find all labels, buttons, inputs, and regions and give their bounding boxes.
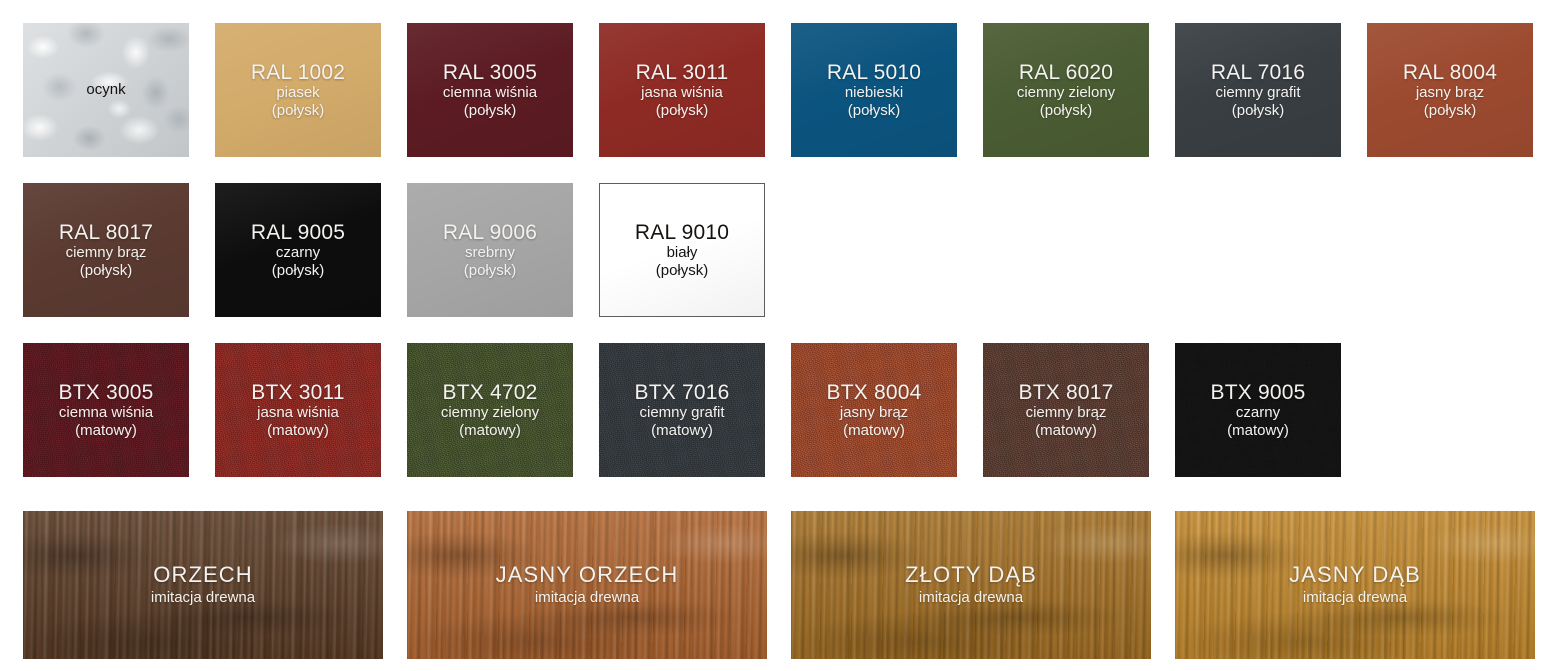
swatch-name: jasny brąz xyxy=(1415,84,1485,102)
swatch-name: imitacja drewna xyxy=(150,589,256,607)
swatch-finish: (połysk) xyxy=(271,101,325,119)
swatch-finish: (połysk) xyxy=(1039,101,1093,119)
swatch-name: ciemny brąz xyxy=(65,244,147,262)
swatch-ral-7016[interactable]: RAL 7016 ciemny grafit (połysk) xyxy=(1175,23,1341,157)
swatch-name: ciemny zielony xyxy=(1016,84,1116,102)
swatch-name: ciemna wiśnia xyxy=(58,404,154,422)
swatch-ral-8004[interactable]: RAL 8004 jasny brąz (połysk) xyxy=(1367,23,1533,157)
swatch-code: RAL 1002 xyxy=(250,60,346,84)
swatch-row-gloss-row-2: RAL 8017 ciemny brąz (połysk) RAL 9005 czarn… xyxy=(23,183,1555,317)
swatch-btx-8017[interactable]: BTX 8017 ciemny brąz (matowy) xyxy=(983,343,1149,477)
swatch-code: BTX 4702 xyxy=(442,380,538,404)
swatch-row-matte-row: BTX 3005 ciemna wiśnia (matowy) BTX 3011 jas… xyxy=(23,343,1555,477)
swatch-ral-5010[interactable]: RAL 5010 niebieski (połysk) xyxy=(791,23,957,157)
swatch-btx-3005[interactable]: BTX 3005 ciemna wiśnia (matowy) xyxy=(23,343,189,477)
swatch-ral-9005[interactable]: RAL 9005 czarny (połysk) xyxy=(215,183,381,317)
swatch-finish: (połysk) xyxy=(79,261,133,279)
swatch-finish: (matowy) xyxy=(75,421,137,439)
swatch-finish: (matowy) xyxy=(1035,421,1097,439)
swatch-name: ciemny zielony xyxy=(440,404,540,422)
swatch-name: imitacja drewna xyxy=(918,589,1024,607)
swatch-name: piasek xyxy=(276,84,320,102)
swatch-code: ORZECH xyxy=(153,561,253,587)
swatch-row-gloss-row-1: ocynk RAL 1002 piasek (połysk) RAL 3005 ciemn… xyxy=(23,23,1555,157)
swatch-code: RAL 6020 xyxy=(1018,60,1114,84)
swatch-name: czarny xyxy=(275,244,321,262)
swatch-złoty-dąb[interactable]: ZŁOTY DĄB imitacja drewna xyxy=(791,511,1151,659)
swatch-btx-7016[interactable]: BTX 7016 ciemny grafit (matowy) xyxy=(599,343,765,477)
swatch-btx-8004[interactable]: BTX 8004 jasny brąz (matowy) xyxy=(791,343,957,477)
swatch-finish: (połysk) xyxy=(463,101,517,119)
swatch-code: BTX 3005 xyxy=(58,380,154,404)
swatch-finish: (matowy) xyxy=(651,421,713,439)
swatch-finish: (matowy) xyxy=(459,421,521,439)
swatch-name: ocynk xyxy=(86,81,126,99)
swatch-code: RAL 5010 xyxy=(826,60,922,84)
swatch-btx-9005[interactable]: BTX 9005 czarny (matowy) xyxy=(1175,343,1341,477)
swatch-ral-9006[interactable]: RAL 9006 srebrny (połysk) xyxy=(407,183,573,317)
swatch-name: niebieski xyxy=(844,84,904,102)
swatch-finish: (matowy) xyxy=(267,421,329,439)
swatch-name: jasny brąz xyxy=(839,404,909,422)
swatch-code: JASNY ORZECH xyxy=(495,561,679,587)
swatch-finish: (połysk) xyxy=(463,261,517,279)
swatch-name: ciemny grafit xyxy=(1215,84,1301,102)
swatch-name: imitacja drewna xyxy=(1302,589,1408,607)
swatch-code: BTX 7016 xyxy=(634,380,730,404)
swatch-finish: (połysk) xyxy=(1423,101,1477,119)
swatch-orzech[interactable]: ORZECH imitacja drewna xyxy=(23,511,383,659)
swatch-ral-8017[interactable]: RAL 8017 ciemny brąz (połysk) xyxy=(23,183,189,317)
swatch-ral-3011[interactable]: RAL 3011 jasna wiśnia (połysk) xyxy=(599,23,765,157)
swatch-jasny-dąb[interactable]: JASNY DĄB imitacja drewna xyxy=(1175,511,1535,659)
swatch-name: czarny xyxy=(1235,404,1281,422)
swatch-code: RAL 9005 xyxy=(250,220,346,244)
swatch-name: ciemna wiśnia xyxy=(442,84,538,102)
swatch-name: biały xyxy=(666,244,698,262)
swatch-ocynk[interactable]: ocynk xyxy=(23,23,189,157)
swatch-finish: (połysk) xyxy=(655,101,709,119)
swatch-finish: (połysk) xyxy=(847,101,901,119)
swatch-finish: (matowy) xyxy=(1227,421,1289,439)
swatch-jasny-orzech[interactable]: JASNY ORZECH imitacja drewna xyxy=(407,511,767,659)
swatch-ral-6020[interactable]: RAL 6020 ciemny zielony (połysk) xyxy=(983,23,1149,157)
swatch-ral-1002[interactable]: RAL 1002 piasek (połysk) xyxy=(215,23,381,157)
swatch-code: BTX 3011 xyxy=(251,380,345,404)
swatch-code: BTX 8017 xyxy=(1018,380,1114,404)
swatch-code: RAL 7016 xyxy=(1210,60,1306,84)
swatch-ral-9010[interactable]: RAL 9010 biały (połysk) xyxy=(599,183,765,317)
swatch-finish: (połysk) xyxy=(1231,101,1285,119)
swatch-row-wood-row: ORZECH imitacja drewna JASNY ORZECH imitacj… xyxy=(23,511,1555,659)
swatch-name: imitacja drewna xyxy=(534,589,640,607)
swatch-code: ZŁOTY DĄB xyxy=(905,561,1037,587)
swatch-name: jasna wiśnia xyxy=(257,404,339,422)
swatch-code: RAL 3005 xyxy=(442,60,538,84)
swatch-code: RAL 9010 xyxy=(634,220,730,244)
swatch-btx-4702[interactable]: BTX 4702 ciemny zielony (matowy) xyxy=(407,343,573,477)
swatch-code: RAL 8017 xyxy=(58,220,154,244)
swatch-finish: (połysk) xyxy=(271,261,325,279)
swatch-btx-3011[interactable]: BTX 3011 jasna wiśnia (matowy) xyxy=(215,343,381,477)
swatch-code: RAL 8004 xyxy=(1402,60,1498,84)
swatch-name: srebrny xyxy=(464,244,516,262)
swatch-code: RAL 3011 xyxy=(635,60,729,84)
swatch-name: jasna wiśnia xyxy=(641,84,723,102)
swatch-ral-3005[interactable]: RAL 3005 ciemna wiśnia (połysk) xyxy=(407,23,573,157)
swatch-code: RAL 9006 xyxy=(442,220,538,244)
swatch-finish: (matowy) xyxy=(843,421,905,439)
swatch-name: ciemny grafit xyxy=(639,404,725,422)
swatch-code: JASNY DĄB xyxy=(1289,561,1421,587)
swatch-code: BTX 9005 xyxy=(1210,380,1306,404)
swatch-code: BTX 8004 xyxy=(826,380,922,404)
swatch-finish: (połysk) xyxy=(655,261,709,279)
swatch-name: ciemny brąz xyxy=(1025,404,1107,422)
